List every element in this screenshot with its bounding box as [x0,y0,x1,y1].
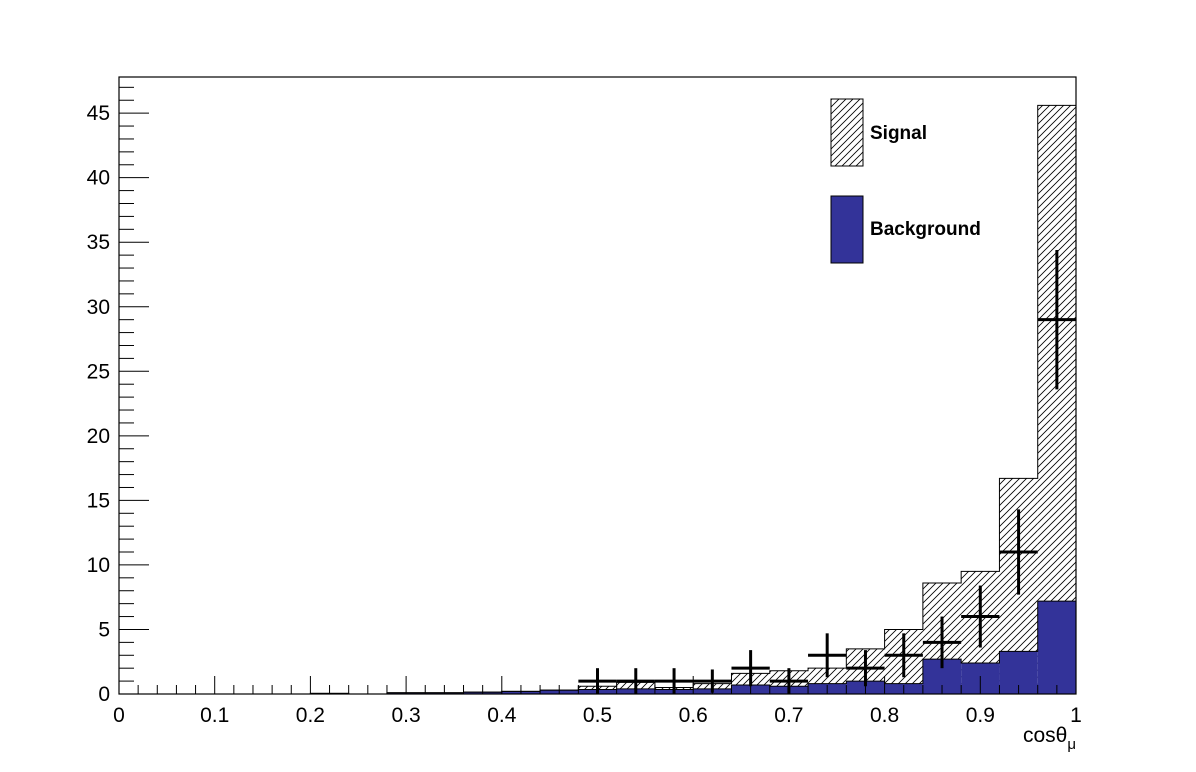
axis-ticks [118,86,1077,695]
x-axis-title: cosθμ [1023,724,1076,753]
background-bin-24 [1037,601,1076,694]
signal-bin-24 [1037,105,1076,695]
x-tick-label: 0.4 [487,704,517,727]
legend-background-label: Background [870,219,981,240]
x-axis-title-main: cosθ [1023,724,1067,747]
y-tick-label: 40 [87,167,110,190]
x-tick-label: 0 [113,704,125,727]
y-tick-label: 45 [87,102,110,125]
legend-signal-swatch [830,98,864,167]
x-tick-label: 0.9 [966,704,995,727]
y-tick-label: 15 [87,489,110,512]
legend-signal-label: Signal [870,123,927,144]
y-tick-label: 5 [98,618,110,641]
x-tick-label: 1 [1070,704,1082,727]
x-tick-label: 0.6 [679,704,708,727]
legend: Signal Background [830,98,981,264]
y-tick-label: 20 [87,425,110,448]
y-tick-label: 30 [87,296,110,319]
x-tick-label: 0.1 [200,704,229,727]
x-tick-label: 0.7 [774,704,803,727]
y-tick-label: 25 [87,360,110,383]
x-tick-label: 0.3 [391,704,420,727]
legend-background-swatch [830,195,864,264]
x-tick-label: 0.2 [296,704,325,727]
y-tick-label: 10 [87,554,110,577]
data-points-layer [578,249,1076,694]
y-tick-label: 35 [87,231,110,254]
y-tick-labels: 0 5 10 15 20 25 30 35 40 45 [87,102,110,706]
x-axis-title-subscript: μ [1067,736,1076,753]
y-tick-label: 0 [98,683,110,706]
x-tick-label: 0.8 [870,704,899,727]
x-tick-labels: 0 0.1 0.2 0.3 0.4 0.5 0.6 0.7 0.8 0.9 1 [113,704,1082,727]
x-tick-label: 0.5 [583,704,612,727]
